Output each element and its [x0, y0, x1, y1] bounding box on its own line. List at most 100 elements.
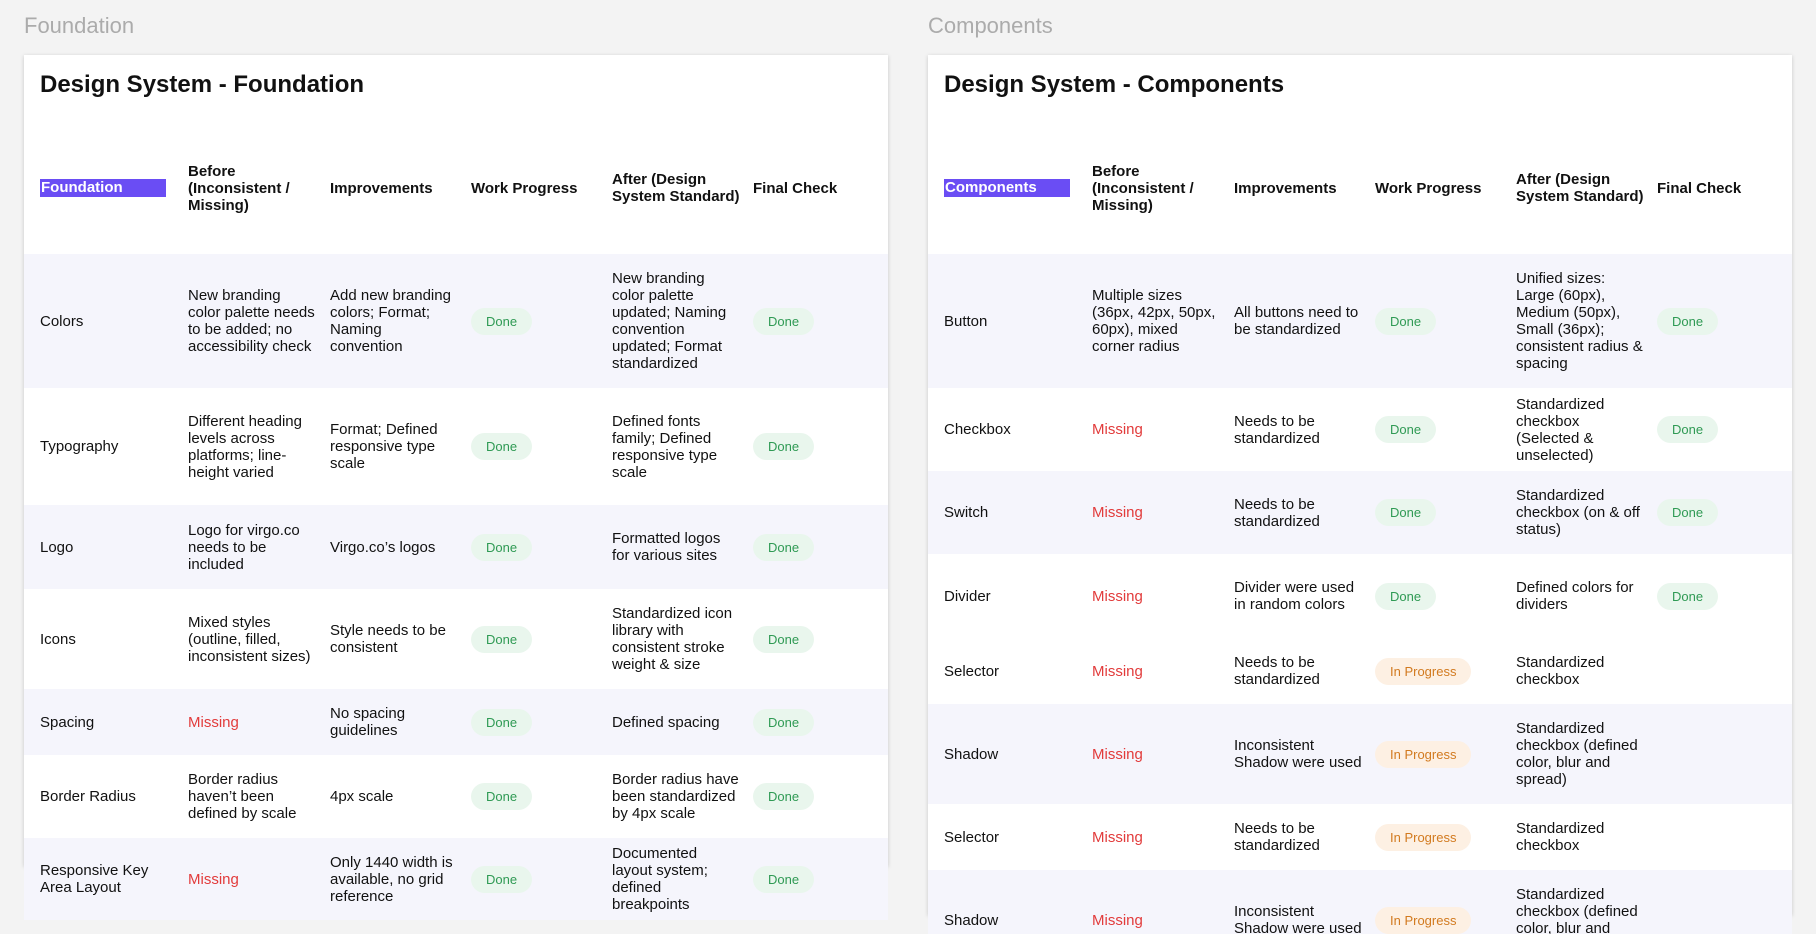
- row-improvements: All buttons need to be standardized: [1234, 304, 1359, 338]
- work-progress-cell: Done: [464, 865, 605, 893]
- components-header-row: Components Before (Inconsistent / Missin…: [928, 122, 1792, 254]
- final-check-cell: Done: [746, 625, 888, 653]
- row-after: New branding color palette updated; Nami…: [612, 270, 727, 372]
- row-before: Missing: [1092, 828, 1143, 846]
- work-progress-cell: Done: [464, 307, 605, 335]
- row-name: Shadow: [944, 911, 999, 929]
- table-row: Border Radius Border radius haven’t been …: [24, 755, 888, 838]
- table-row: Button Multiple sizes (36px, 42px, 50px, …: [928, 254, 1792, 388]
- work-progress-cell: In Progress: [1368, 906, 1509, 934]
- row-name: Switch: [944, 504, 989, 521]
- row-before: Missing: [1092, 745, 1143, 763]
- components-column-header-selected[interactable]: Components: [944, 179, 1070, 197]
- row-after: Standardized checkbox: [1516, 654, 1605, 688]
- table-row: Colors New branding color palette needs t…: [24, 254, 888, 388]
- row-after: Defined fonts family; Defined responsive…: [612, 412, 718, 481]
- frame-label-foundation[interactable]: Foundation: [24, 13, 135, 38]
- row-after: Formatted logos for various sites: [612, 530, 721, 564]
- final-check-badge: Done: [753, 625, 815, 653]
- row-improvements: Format; Defined responsive type scale: [330, 421, 438, 472]
- work-progress-badge: Done: [471, 433, 533, 460]
- final-check-badge: Done: [753, 783, 815, 810]
- table-row: Icons Mixed styles (outline, filled, inco…: [24, 589, 888, 689]
- components-title: Design System - Components: [944, 71, 1285, 98]
- column-header-work-progress: Work Progress: [471, 179, 578, 197]
- work-progress-badge: Done: [471, 307, 533, 335]
- row-name: Checkbox: [944, 421, 1011, 438]
- column-header-final-check: Final Check: [753, 179, 838, 197]
- final-check-cell: Done: [746, 307, 888, 335]
- column-header-improvements: Improvements: [330, 179, 433, 197]
- column-header-before: Before (Inconsistent / Missing): [188, 162, 290, 214]
- column-header-after: After (Design System Standard): [612, 171, 740, 205]
- work-progress-badge: Done: [1375, 307, 1437, 335]
- work-progress-cell: Done: [1368, 582, 1509, 610]
- row-improvements: 4px scale: [330, 788, 394, 805]
- row-name: Spacing: [40, 713, 95, 731]
- foundation-header-row: Foundation Before (Inconsistent / Missin…: [24, 122, 888, 254]
- final-check-badge: Done: [753, 307, 815, 335]
- work-progress-cell: Done: [464, 708, 605, 736]
- work-progress-cell: Done: [464, 625, 605, 653]
- work-progress-badge: In Progress: [1375, 657, 1472, 685]
- frame-label-components[interactable]: Components: [928, 13, 1053, 38]
- work-progress-cell: Done: [464, 533, 605, 561]
- work-progress-cell: Done: [1368, 416, 1509, 443]
- row-name: Selector: [944, 828, 1000, 846]
- row-after: Standardized icon library with consisten…: [612, 605, 733, 673]
- final-check-cell: Done: [1650, 582, 1792, 610]
- table-row: Spacing Missing No spacing guidelines Done D…: [24, 689, 888, 755]
- work-progress-cell: In Progress: [1368, 657, 1509, 685]
- row-improvements: Inconsistent Shadow were used: [1234, 903, 1362, 934]
- row-improvements: Needs to be standardized: [1234, 495, 1320, 530]
- row-improvements: Divider were used in random colors: [1234, 579, 1355, 613]
- row-improvements: Needs to be standardized: [1234, 412, 1320, 447]
- row-name: Icons: [40, 630, 76, 648]
- row-before: Logo for virgo.co needs to be included: [188, 521, 300, 573]
- row-after: Defined spacing: [612, 713, 720, 731]
- final-check-badge: Done: [753, 433, 815, 460]
- row-before: Border radius haven’t been defined by sc…: [188, 771, 297, 822]
- table-row: Selector Missing Needs to be standardized I…: [928, 804, 1792, 870]
- row-after: Documented layout system; defined breakp…: [612, 845, 708, 913]
- final-check-cell: Done: [1650, 416, 1792, 443]
- row-before: Missing: [1092, 504, 1143, 521]
- row-improvements: Virgo.co’s logos: [330, 538, 436, 556]
- components-table: Components Before (Inconsistent / Missin…: [928, 122, 1792, 934]
- work-progress-badge: Done: [1375, 499, 1437, 526]
- row-name: Border Radius: [40, 788, 136, 805]
- work-progress-badge: Done: [471, 625, 533, 653]
- final-check-cell: Done: [746, 865, 888, 893]
- row-name: Selector: [944, 662, 1000, 680]
- final-check-cell: Done: [746, 783, 888, 810]
- foundation-column-header-selected[interactable]: Foundation: [40, 179, 166, 197]
- table-row: Selector Missing Needs to be standardized I…: [928, 638, 1792, 704]
- row-after: Standardized checkbox (on & off status): [1516, 487, 1640, 538]
- column-header-after: After (Design System Standard): [1516, 171, 1644, 205]
- row-before: Multiple sizes (36px, 42px, 50px, 60px),…: [1092, 287, 1216, 355]
- work-progress-cell: Done: [1368, 307, 1509, 335]
- table-row: Shadow Missing Inconsistent Shadow were us…: [928, 704, 1792, 804]
- work-progress-cell: Done: [1368, 499, 1509, 526]
- table-row: Shadow Missing Inconsistent Shadow were us…: [928, 870, 1792, 934]
- row-improvements: Inconsistent Shadow were used: [1234, 737, 1362, 771]
- work-progress-cell: In Progress: [1368, 740, 1509, 768]
- column-header-final-check: Final Check: [1657, 179, 1742, 197]
- final-check-badge: Done: [1657, 307, 1719, 335]
- table-row: Divider Missing Divider were used in rando…: [928, 554, 1792, 638]
- final-check-cell: Done: [746, 708, 888, 736]
- row-after: Defined colors for dividers: [1516, 579, 1634, 613]
- row-before: Mixed styles (outline, filled, inconsist…: [188, 613, 311, 665]
- table-row: Typography Different heading levels acros…: [24, 388, 888, 505]
- row-improvements: Only 1440 width is available, no grid re…: [330, 853, 453, 905]
- final-check-badge: Done: [753, 708, 815, 736]
- work-progress-cell: In Progress: [1368, 823, 1509, 851]
- work-progress-badge: In Progress: [1375, 823, 1472, 851]
- foundation-table: Foundation Before (Inconsistent / Missin…: [24, 122, 888, 920]
- foundation-title: Design System - Foundation: [40, 71, 365, 98]
- work-progress-badge: Done: [1375, 416, 1437, 443]
- row-improvements: Needs to be standardized: [1234, 820, 1320, 854]
- row-name: Responsive Key Area Layout: [40, 862, 149, 896]
- row-before: Different heading levels across platform…: [188, 412, 302, 481]
- table-row: Checkbox Missing Needs to be standardized D…: [928, 388, 1792, 471]
